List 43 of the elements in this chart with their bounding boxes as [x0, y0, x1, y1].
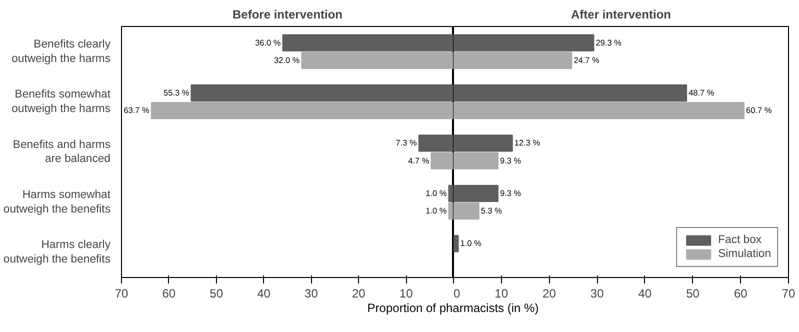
y-tick-label: Benefits and harms are balanced — [12, 138, 111, 166]
data-label: 1.0 % — [426, 206, 448, 216]
data-label: 9.3 % — [500, 156, 522, 166]
x-axis-title: Proportion of pharmacists (in %) — [367, 300, 539, 317]
data-label: 55.3 % — [164, 88, 190, 98]
y-tick-label: Benefits clearly outweigh the harms — [12, 38, 111, 65]
x-tick-label: 70 — [782, 286, 796, 300]
x-tick-label: 10 — [399, 286, 414, 300]
y-tick-label: Harms clearly outweigh the benefits — [3, 239, 111, 266]
chart-title: Before intervention — [232, 8, 343, 22]
x-tick-label: 70 — [114, 286, 128, 300]
x-tick-label: 30 — [304, 286, 318, 300]
x-tick-label: 60 — [162, 286, 176, 300]
data-label: 36.0 % — [255, 38, 282, 48]
x-tick-label: 50 — [210, 286, 224, 300]
data-label: 63.7 % — [124, 106, 150, 116]
x-tick-label: 0 — [454, 286, 460, 300]
data-label: 7.3 % — [396, 138, 418, 148]
data-label: 29.3 % — [596, 38, 622, 48]
x-tick-label: 50 — [686, 286, 700, 300]
x-tick-label: 40 — [638, 286, 652, 300]
x-tick-label: 10 — [494, 286, 508, 300]
data-label: 48.7 % — [688, 88, 715, 98]
data-label: 24.7 % — [574, 56, 600, 65]
legend-label: Simulation — [718, 248, 771, 260]
data-label: 1.0 % — [460, 239, 482, 248]
data-label: 32.0 % — [274, 56, 300, 65]
data-label: 5.3 % — [480, 206, 503, 216]
x-tick-label: 60 — [734, 286, 748, 300]
chart-title: After intervention — [570, 8, 672, 22]
data-label: 60.7 % — [746, 106, 772, 116]
x-tick-label: 30 — [590, 286, 604, 300]
y-tick-label: Harms somewhat outweigh the benefits — [3, 189, 112, 216]
bar — [454, 235, 459, 252]
data-label: 12.3 % — [514, 138, 541, 148]
y-tick-label: Benefits somewhat outweigh the harms — [12, 88, 112, 115]
data-label: 4.7 % — [408, 156, 430, 166]
x-tick-label: 20 — [352, 286, 366, 300]
x-tick-label: 40 — [257, 286, 271, 300]
legend-label: Fact box — [718, 234, 762, 246]
x-tick-label: 20 — [542, 286, 556, 300]
data-label: 9.3 % — [500, 188, 522, 198]
data-label: 1.0 % — [426, 188, 448, 198]
